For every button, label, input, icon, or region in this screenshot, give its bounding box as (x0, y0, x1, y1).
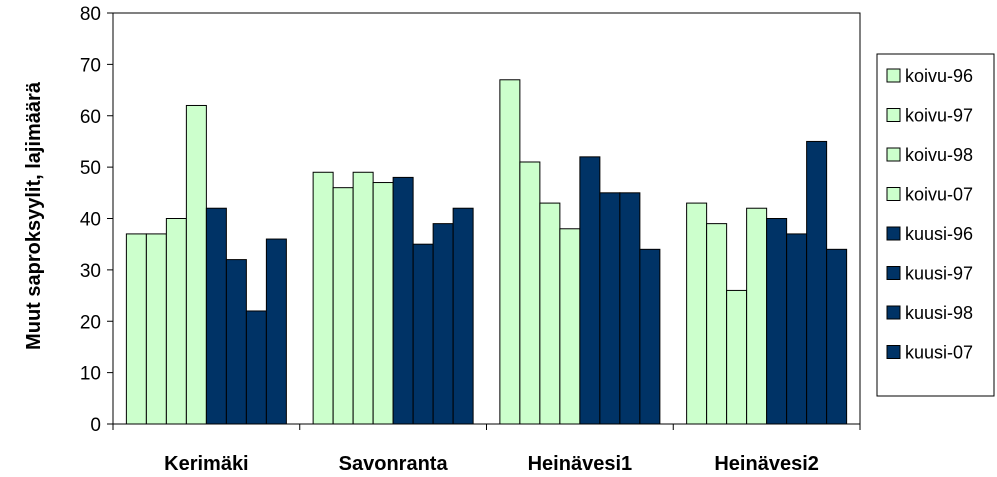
legend-swatch-kuusi-96 (886, 226, 901, 241)
bar-kuusi-07-1 (452, 207, 474, 425)
bar-kuusi-96-2 (579, 156, 601, 425)
bar-kuusi-97-3 (786, 233, 808, 425)
bar-koivu-98-2 (539, 202, 561, 425)
bar-kuusi-97-1 (412, 243, 434, 425)
legend-swatch-kuusi-98 (886, 305, 901, 320)
bar-kuusi-96-0 (205, 207, 227, 425)
y-tick-label: 80 (80, 4, 101, 25)
y-tick-label: 0 (90, 415, 101, 436)
legend-label-kuusi-96: kuusi-96 (905, 224, 973, 244)
bar-kuusi-96-3 (766, 218, 788, 425)
bar-kuusi-98-3 (806, 140, 828, 425)
bar-koivu-96-1 (312, 171, 334, 425)
legend: koivu-96 koivu-97 koivu-98 koivu-07 kuusi-96… (876, 53, 995, 397)
y-tick-label: 50 (80, 158, 101, 179)
y-tick-label: 30 (80, 261, 101, 282)
legend-label-kuusi-97: kuusi-97 (905, 264, 973, 284)
legend-box (876, 53, 995, 397)
bar-kuusi-98-2 (619, 192, 641, 425)
x-category-label: Heinävesi1 (528, 453, 633, 475)
legend-label-kuusi-07: kuusi-07 (905, 343, 973, 363)
y-tick-label: 60 (80, 107, 101, 128)
x-category-label: Heinävesi2 (714, 453, 819, 475)
bar-koivu-97-0 (145, 233, 167, 425)
bar-kuusi-96-1 (392, 176, 414, 425)
bar-koivu-97-2 (519, 161, 541, 425)
legend-swatch-kuusi-97 (886, 266, 901, 280)
bar-koivu-07-1 (372, 182, 394, 425)
legend-label-koivu-98: koivu-98 (905, 145, 973, 165)
bar-koivu-96-0 (125, 233, 147, 425)
legend-label-koivu-97: koivu-97 (905, 106, 973, 126)
bar-koivu-07-3 (746, 207, 768, 425)
legend-label-koivu-96: koivu-96 (905, 66, 973, 86)
bar-kuusi-07-3 (826, 248, 848, 425)
y-tick-label: 70 (80, 55, 101, 76)
plot-area: 0 10 20 30 40 50 60 70 80 Kerimäki Savonranta Heinä… (80, 4, 861, 475)
bar-kuusi-97-0 (225, 259, 247, 425)
bar-kuusi-98-1 (432, 223, 454, 425)
y-tick-label: 40 (80, 210, 101, 231)
bar-kuusi-07-2 (639, 248, 661, 425)
bar-koivu-07-2 (559, 228, 581, 425)
x-category-label: Kerimäki (164, 453, 249, 475)
bar-koivu-07-0 (185, 104, 207, 425)
bar-koivu-96-2 (499, 79, 521, 425)
legend-label-koivu-07: koivu-07 (905, 185, 973, 205)
legend-swatch-kuusi-07 (886, 345, 901, 359)
bar-koivu-96-3 (686, 202, 708, 425)
bar-kuusi-07-0 (265, 238, 287, 425)
y-axis-title: Muut saproksyylit, lajimäärä (23, 81, 45, 350)
bar-koivu-98-1 (352, 171, 374, 425)
legend-label-kuusi-98: kuusi-98 (905, 303, 973, 323)
legend-swatch-koivu-07 (886, 187, 901, 201)
legend-swatch-koivu-96 (886, 68, 901, 83)
bar-koivu-98-0 (165, 218, 187, 425)
bar-koivu-97-3 (706, 223, 728, 425)
y-tick-label: 20 (80, 312, 101, 333)
x-category-label: Savonranta (339, 453, 449, 475)
bar-kuusi-97-2 (599, 192, 621, 425)
y-tick-label: 10 (80, 364, 101, 385)
bar-koivu-97-1 (332, 187, 354, 425)
legend-swatch-koivu-97 (886, 108, 901, 122)
legend-swatch-koivu-98 (886, 147, 901, 162)
bar-kuusi-98-0 (245, 310, 267, 425)
bar-koivu-98-3 (726, 289, 748, 425)
